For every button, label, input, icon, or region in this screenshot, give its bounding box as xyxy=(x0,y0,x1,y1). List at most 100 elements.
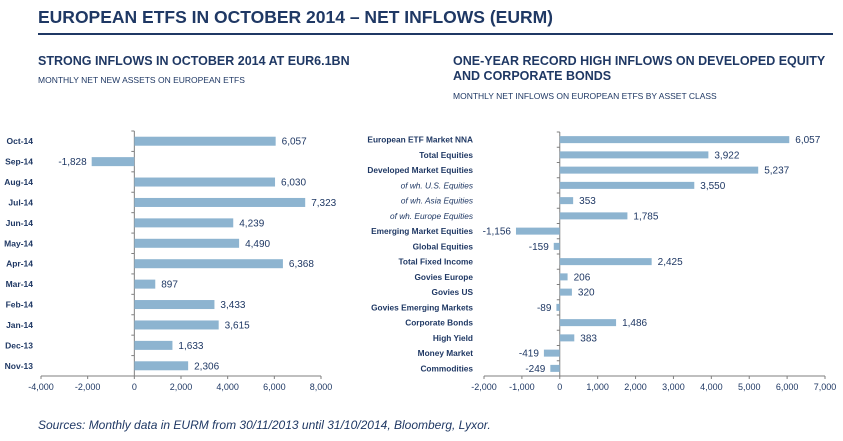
category-label: May-14 xyxy=(4,238,33,248)
bar xyxy=(550,364,560,372)
category-label: Nov-13 xyxy=(5,361,34,371)
category-label: Commodities xyxy=(420,363,473,373)
page-title: EUROPEAN ETFS IN OCTOBER 2014 – NET INFL… xyxy=(38,7,554,27)
x-tick-label: 8,000 xyxy=(310,382,333,392)
bar xyxy=(559,212,628,220)
value-label: 2,306 xyxy=(194,361,219,372)
x-tick-label: 6,000 xyxy=(776,382,799,392)
value-label: -89 xyxy=(537,303,552,314)
bar xyxy=(134,177,276,187)
bar xyxy=(559,166,759,174)
bar xyxy=(559,136,790,144)
title-divider xyxy=(38,33,833,35)
value-label: 1,633 xyxy=(178,341,203,352)
category-label: Jul-14 xyxy=(8,197,33,207)
bar xyxy=(559,197,574,205)
category-label: Global Equities xyxy=(413,241,474,251)
value-label: 7,323 xyxy=(311,198,336,209)
category-label: Feb-14 xyxy=(6,300,34,310)
x-tick-label: 5,000 xyxy=(738,382,761,392)
bar xyxy=(91,157,135,167)
value-label: 3,550 xyxy=(700,181,725,192)
value-label: 206 xyxy=(574,272,591,283)
bar xyxy=(559,288,572,296)
value-label: -1,156 xyxy=(483,227,512,238)
value-label: 1,486 xyxy=(622,318,647,329)
bar xyxy=(134,238,240,248)
value-label: 2,425 xyxy=(658,257,683,268)
x-tick-label: 6,000 xyxy=(263,382,286,392)
category-label: Money Market xyxy=(418,348,474,358)
bar xyxy=(559,319,617,327)
category-label: Govies US xyxy=(431,287,473,297)
x-tick-label: 4,000 xyxy=(216,382,239,392)
category-label: Apr-14 xyxy=(6,259,33,269)
x-tick-label: -2,000 xyxy=(75,382,101,392)
value-label: -419 xyxy=(519,349,539,360)
x-tick-label: -2,000 xyxy=(471,382,497,392)
bar xyxy=(559,273,568,281)
x-tick-label: 2,000 xyxy=(170,382,193,392)
left-chart-subtitle: MONTHLY NET NEW ASSETS ON EUROPEAN ETFS xyxy=(38,75,245,85)
category-label: Total Fixed Income xyxy=(398,257,473,267)
category-label: Sep-14 xyxy=(5,157,33,167)
value-label: 6,030 xyxy=(281,178,306,189)
category-label: European ETF Market NNA xyxy=(367,135,473,145)
x-tick-label: 4,000 xyxy=(700,382,723,392)
value-label: 6,057 xyxy=(282,137,307,148)
category-label: Jan-14 xyxy=(6,320,33,330)
x-tick-label: 3,000 xyxy=(662,382,685,392)
value-label: 320 xyxy=(578,288,595,299)
value-label: 6,368 xyxy=(289,259,314,270)
category-label: Govies Emerging Markets xyxy=(371,302,473,312)
bar xyxy=(559,334,575,342)
bar xyxy=(134,320,219,330)
value-label: -249 xyxy=(525,364,545,375)
category-label: Aug-14 xyxy=(4,177,33,187)
value-label: 1,785 xyxy=(633,211,658,222)
value-label: 353 xyxy=(579,196,596,207)
value-label: -1,828 xyxy=(58,157,87,168)
category-label: Total Equities xyxy=(419,150,473,160)
x-tick-label: -4,000 xyxy=(28,382,54,392)
value-label: 6,057 xyxy=(795,135,820,146)
bar xyxy=(134,136,276,146)
value-label: 3,922 xyxy=(714,150,739,161)
x-tick-label: 0 xyxy=(132,382,137,392)
bar xyxy=(134,340,173,350)
bar xyxy=(559,181,695,189)
category-label: of wh. Europe Equities xyxy=(390,211,473,221)
bar xyxy=(134,218,234,228)
x-tick-label: 0 xyxy=(557,382,562,392)
bar xyxy=(543,349,560,357)
x-tick-label: 1,000 xyxy=(586,382,609,392)
source-note: Sources: Monthly data in EURM from 30/11… xyxy=(38,418,491,432)
category-label: High Yield xyxy=(433,333,473,343)
x-tick-label: 2,000 xyxy=(624,382,647,392)
value-label: -159 xyxy=(529,242,549,253)
bar xyxy=(134,300,215,310)
category-label: Developed Market Equities xyxy=(367,165,473,175)
right-chart-subtitle: MONTHLY NET INFLOWS ON EUROPEAN ETFS BY … xyxy=(453,91,717,101)
value-label: 3,615 xyxy=(225,320,250,331)
x-tick-label: -1,000 xyxy=(509,382,535,392)
bar xyxy=(134,279,156,289)
value-label: 3,433 xyxy=(220,300,245,311)
category-label: Mar-14 xyxy=(6,279,34,289)
value-label: 5,237 xyxy=(764,166,789,177)
bar xyxy=(134,197,306,207)
value-label: 4,490 xyxy=(245,239,270,250)
bar xyxy=(556,303,560,311)
category-label: of wh. U.S. Equities xyxy=(401,180,473,190)
category-label: Corporate Bonds xyxy=(405,318,473,328)
bar xyxy=(134,361,189,371)
category-label: Oct-14 xyxy=(7,136,34,146)
x-tick-label: 7,000 xyxy=(814,382,837,392)
value-label: 4,239 xyxy=(239,218,264,229)
category-label: Govies Europe xyxy=(414,272,473,282)
bar xyxy=(515,227,560,235)
bar xyxy=(553,242,560,250)
category-label: Jun-14 xyxy=(6,218,34,228)
category-label: Emerging Market Equities xyxy=(371,226,473,236)
